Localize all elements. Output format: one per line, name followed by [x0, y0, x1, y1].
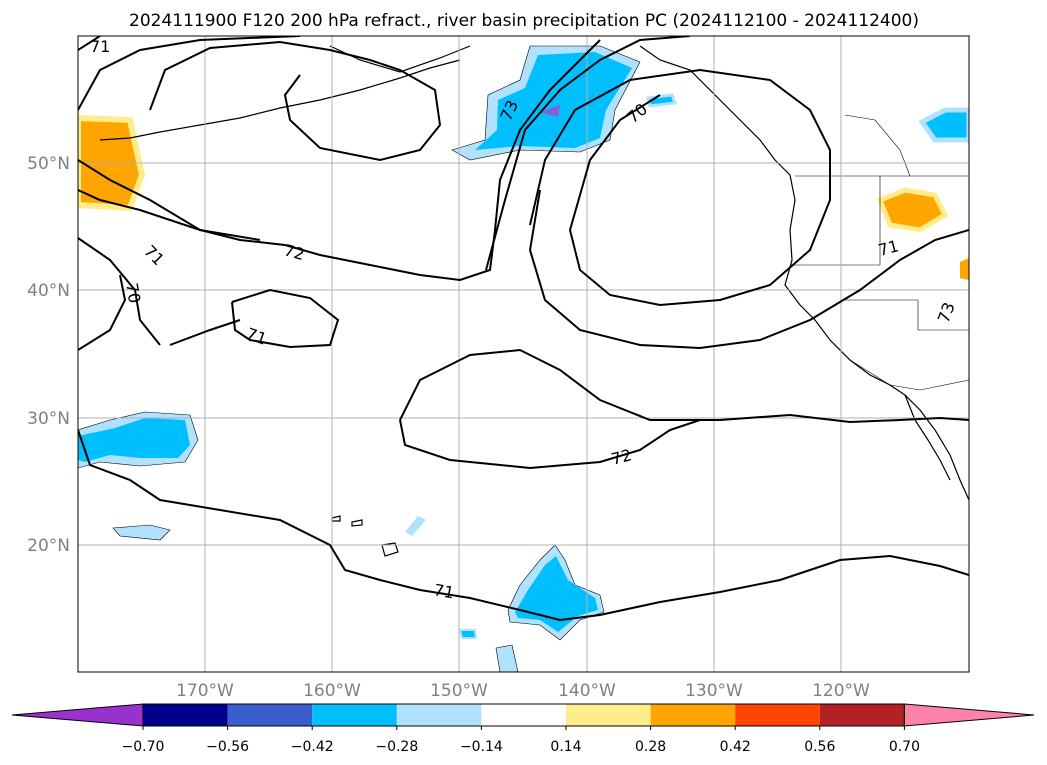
lon-tick-160w: 160°W	[303, 681, 361, 701]
colorbar-ticks: −0.70 −0.56 −0.42 −0.28 −0.14 0.14 0.28 0.42 0.5…	[122, 726, 920, 755]
hawaii-island-1	[381, 542, 399, 557]
colorbar-tick-label-7: 0.42	[720, 739, 751, 755]
contour-72-south	[399, 348, 969, 424]
shade-negative-small	[112, 524, 171, 541]
contour-north-ridge	[78, 36, 301, 111]
colorbar: −0.70 −0.56 −0.42 −0.28 −0.14 0.14 0.28 0.42 0.5…	[11, 703, 1035, 755]
contour-71-arc	[78, 237, 161, 346]
hawaii-island-2	[351, 519, 363, 527]
shade-negative-tiny-2	[495, 644, 519, 672]
colorbar-tick-label-4: −0.14	[460, 739, 503, 755]
border-states-2	[845, 299, 969, 331]
contour-72-west	[78, 39, 601, 282]
lon-tick-120w: 120°W	[812, 681, 870, 701]
lat-tick-30n: 30°N	[27, 409, 70, 429]
lon-tick-labels: 170°W 160°W 150°W 140°W 130°W 120°W	[176, 681, 870, 701]
contour-label-10: 71	[432, 580, 455, 602]
shade-negative-tiny-1	[458, 629, 478, 639]
lat-tick-50n: 50°N	[27, 154, 70, 174]
lat-tick-20n: 20°N	[27, 536, 70, 556]
colorbar-cell-5	[481, 704, 566, 726]
contour-label-0: 71	[90, 37, 110, 56]
contour-71-south	[78, 429, 969, 622]
colorbar-cell-3	[312, 704, 397, 726]
colorbar-tick-label-0: −0.70	[122, 739, 165, 755]
contour-73	[485, 36, 691, 271]
map-panel: 71 71 70 72 71 73 70 72 71 73 71	[77, 35, 970, 673]
lon-tick-140w: 140°W	[558, 681, 616, 701]
lon-tick-170w: 170°W	[176, 681, 234, 701]
colorbar-tick-label-3: −0.28	[375, 739, 418, 755]
shade-negative-southwest	[78, 418, 190, 462]
shade-negative-hawaii-east	[405, 516, 426, 536]
colorbar-cell-1	[143, 704, 228, 726]
colorbar-tick-label-8: 0.56	[804, 739, 835, 755]
precip-shading	[78, 45, 969, 672]
contour-71-blob	[231, 288, 340, 349]
contour-72-closed	[399, 419, 701, 470]
colorbar-outline	[142, 703, 905, 727]
refractivity-contours	[78, 36, 969, 622]
contour-71-west	[78, 189, 261, 241]
contour-71-east	[528, 189, 969, 350]
contour-label-7: 72	[609, 445, 634, 469]
colorbar-tick-label-2: −0.42	[291, 739, 334, 755]
contour-71-north	[78, 36, 101, 51]
colorbar-tick-label-5: 0.14	[550, 739, 581, 755]
colorbar-extend-right	[903, 703, 1035, 727]
colorbar-cell-2	[227, 704, 313, 726]
border-states-1	[790, 176, 881, 266]
colorbar-tick-label-9: 0.70	[889, 739, 920, 755]
contour-70	[78, 274, 127, 351]
lat-tick-40n: 40°N	[27, 281, 70, 301]
shade-negative-northeast	[918, 107, 969, 143]
colorbar-cell-6	[566, 704, 651, 726]
gridlines	[78, 36, 969, 672]
contour-ring-north	[149, 40, 442, 162]
baja-california	[904, 394, 951, 481]
colorbar-cells	[11, 703, 1035, 727]
contour-label-2: 70	[122, 281, 144, 304]
colorbar-extend-left	[11, 703, 144, 727]
shade-positive-east	[876, 187, 949, 233]
contour-70-ring	[529, 68, 831, 307]
colorbar-cell-8	[735, 704, 820, 726]
lon-tick-150w: 150°W	[430, 681, 488, 701]
lon-tick-130w: 130°W	[685, 681, 743, 701]
lat-tick-labels: 50°N 40°N 30°N 20°N	[27, 154, 70, 556]
map-title: 2024111900 F120 200 hPa refract., river …	[129, 11, 919, 31]
contour-label-8: 71	[876, 236, 901, 260]
shade-positive-edge	[960, 258, 969, 280]
border-mexico	[849, 359, 969, 391]
contour-label-3: 72	[282, 241, 307, 265]
colorbar-cell-4	[396, 704, 482, 726]
contour-72-east	[169, 319, 241, 346]
shade-negative-gulf-strong	[540, 105, 560, 117]
colorbar-cell-7	[650, 704, 736, 726]
north-america-coast	[639, 45, 969, 501]
map-frame	[77, 35, 970, 673]
colorbar-cell-9	[819, 704, 905, 726]
colorbar-tick-label-6: 0.28	[635, 739, 666, 755]
shade-negative-gulf	[475, 52, 632, 150]
colorbar-tick-label-1: −0.56	[206, 739, 249, 755]
